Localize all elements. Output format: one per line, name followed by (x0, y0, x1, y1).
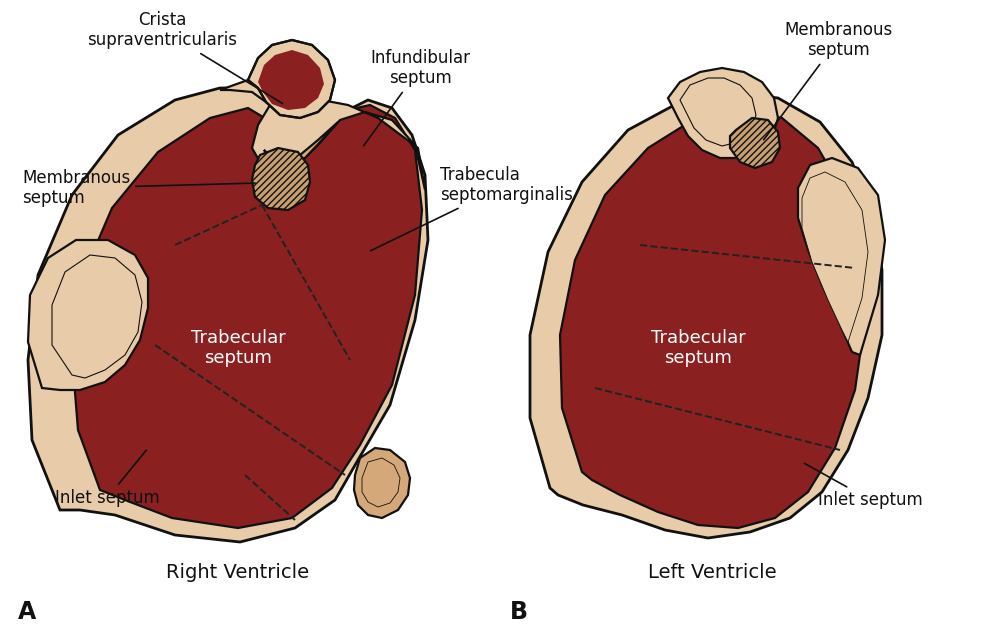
Text: A: A (18, 600, 36, 624)
Polygon shape (258, 50, 324, 110)
Polygon shape (362, 458, 400, 507)
Text: Trabecular
septum: Trabecular septum (651, 328, 745, 367)
Text: B: B (510, 600, 528, 624)
Text: Membranous
septum: Membranous septum (764, 21, 892, 140)
Polygon shape (52, 255, 142, 378)
Polygon shape (252, 148, 310, 210)
Text: Right Ventricle: Right Ventricle (166, 562, 310, 581)
Polygon shape (28, 88, 428, 542)
Text: Inlet septum: Inlet septum (804, 464, 923, 509)
Text: Crista
supraventricularis: Crista supraventricularis (87, 11, 283, 104)
Polygon shape (248, 40, 335, 118)
Polygon shape (264, 122, 338, 168)
Text: Trabecular
septum: Trabecular septum (191, 328, 285, 367)
Polygon shape (530, 92, 882, 538)
Polygon shape (668, 68, 778, 158)
Text: Trabecula
septomarginalis: Trabecula septomarginalis (370, 165, 573, 251)
Polygon shape (354, 448, 410, 518)
Text: Infundibular
septum: Infundibular septum (364, 48, 470, 146)
Text: Membranous
septum: Membranous septum (22, 169, 255, 208)
Text: Inlet septum: Inlet septum (55, 450, 160, 507)
Polygon shape (560, 110, 865, 528)
Polygon shape (730, 118, 780, 168)
Polygon shape (220, 80, 425, 190)
Polygon shape (798, 158, 885, 355)
Polygon shape (680, 78, 756, 146)
Polygon shape (28, 240, 148, 390)
Polygon shape (72, 105, 422, 528)
Text: Left Ventricle: Left Ventricle (648, 562, 776, 581)
Polygon shape (802, 172, 868, 342)
